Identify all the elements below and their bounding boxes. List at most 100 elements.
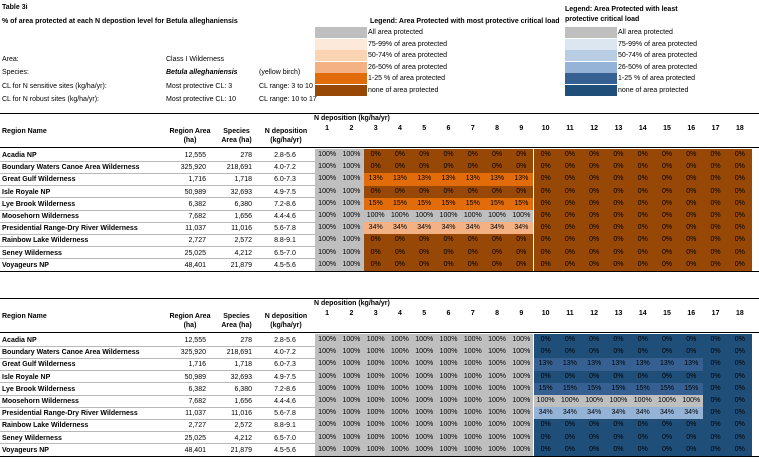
- value-cell: 100%: [387, 407, 413, 420]
- value-cell: 0%: [679, 222, 704, 235]
- value-cell: 0%: [654, 197, 680, 210]
- header-n-level: 13: [614, 310, 623, 317]
- value-cell: 100%: [630, 395, 655, 408]
- value-cell: 100%: [339, 173, 364, 186]
- header-species-area: Species: [223, 128, 250, 135]
- header-region-name: Region Name: [2, 313, 47, 320]
- value-cell: 100%: [484, 370, 510, 383]
- value-cell: 0%: [509, 161, 534, 174]
- value-cell: 0%: [630, 222, 655, 235]
- value-cell: 0%: [509, 149, 534, 162]
- value-cell: 100%: [412, 395, 437, 408]
- ndep-range: 7.2-8.6: [274, 200, 296, 208]
- region-area: 2,727: [188, 237, 206, 245]
- value-cell: 100%: [315, 210, 340, 223]
- header-ndep-unit: (kg/ha/yr): [270, 322, 302, 329]
- region-name: Great Gulf Wilderness: [2, 361, 76, 369]
- value-cell: 0%: [630, 346, 655, 359]
- ndep-range: 2.8-5.6: [274, 337, 296, 344]
- value-cell: 0%: [703, 197, 728, 210]
- value-cell: 0%: [509, 258, 534, 271]
- value-cell: 0%: [679, 370, 704, 383]
- value-cell: 13%: [460, 173, 485, 186]
- value-cell: 0%: [387, 161, 413, 174]
- value-cell: 0%: [533, 234, 558, 247]
- value-cell: 0%: [606, 197, 631, 210]
- value-cell: 100%: [436, 443, 461, 456]
- value-cell: 34%: [412, 222, 437, 235]
- ndep-range: 6.0-7.3: [274, 361, 296, 369]
- value-cell: 0%: [703, 149, 728, 162]
- value-cell: 0%: [606, 443, 631, 456]
- value-cell: 34%: [509, 222, 534, 235]
- table-id: Table 3i: [2, 4, 28, 11]
- row-divider: [0, 185, 315, 187]
- value-cell: 0%: [679, 161, 704, 174]
- header-n-level: 4: [398, 125, 402, 132]
- value-cell: 100%: [460, 370, 485, 383]
- value-cell: 0%: [606, 419, 631, 432]
- value-cell: 0%: [557, 419, 583, 432]
- value-cell: 100%: [484, 407, 510, 420]
- legend-swatch: [565, 73, 617, 84]
- value-cell: 100%: [315, 222, 340, 235]
- value-cell: 100%: [315, 197, 340, 210]
- value-cell: 100%: [436, 419, 461, 432]
- value-cell: 100%: [363, 358, 388, 371]
- header-species-area-unit: Area (ha): [221, 322, 252, 329]
- ndep-range: 6.5-7.0: [274, 249, 296, 257]
- value-cell: 0%: [679, 431, 704, 444]
- value-cell: 100%: [387, 334, 413, 347]
- value-cell: 0%: [460, 258, 485, 271]
- region-name: Isle Royale NP: [2, 188, 51, 196]
- value-cell: 100%: [339, 358, 364, 371]
- value-cell: 0%: [679, 346, 704, 359]
- area-value: Class I Wilderness: [166, 56, 224, 63]
- region-area: 11,037: [185, 410, 206, 418]
- value-cell: 0%: [654, 173, 680, 186]
- value-cell: 100%: [387, 370, 413, 383]
- legend-swatch: [315, 61, 367, 73]
- value-cell: 100%: [509, 334, 534, 347]
- value-cell: 15%: [460, 197, 485, 210]
- value-cell: 0%: [582, 185, 607, 198]
- value-cell: 0%: [630, 210, 655, 223]
- row-divider: [0, 443, 315, 445]
- value-cell: 0%: [606, 431, 631, 444]
- region-area: 1,716: [188, 176, 206, 184]
- value-cell: 100%: [363, 382, 388, 395]
- value-cell: 100%: [460, 443, 485, 456]
- species-area: 218,691: [226, 164, 252, 172]
- legend-item-label: 75-99% of area protected: [368, 40, 447, 48]
- region-name: Voyageurs NP: [2, 261, 49, 269]
- region-name: Great Gulf Wilderness: [2, 176, 76, 184]
- region-name: Seney Wilderness: [2, 434, 62, 442]
- value-cell: 0%: [727, 419, 752, 432]
- value-cell: 0%: [606, 234, 631, 247]
- value-cell: 100%: [606, 395, 631, 408]
- value-cell: 100%: [315, 370, 340, 383]
- value-cell: 0%: [460, 185, 485, 198]
- table-header-rule: [0, 147, 759, 148]
- value-cell: 100%: [339, 395, 364, 408]
- value-cell: 100%: [436, 334, 461, 347]
- value-cell: 0%: [679, 149, 704, 162]
- value-cell: 0%: [727, 222, 752, 235]
- cl-sensitive-value: Most protective CL: 3: [166, 83, 233, 90]
- value-cell: 0%: [582, 246, 607, 259]
- value-cell: 0%: [582, 431, 607, 444]
- value-cell: 100%: [339, 431, 364, 444]
- region-name: Moosehorn Wilderness: [2, 398, 79, 405]
- value-cell: 100%: [412, 419, 437, 432]
- value-cell: 0%: [460, 161, 485, 174]
- value-cell: 0%: [557, 431, 583, 444]
- region-area: 48,401: [184, 446, 206, 454]
- value-cell: 34%: [460, 222, 485, 235]
- legend-item-label: 26-50% of area protected: [368, 63, 447, 71]
- header-n-level: 3: [373, 310, 378, 317]
- value-cell: 100%: [460, 346, 485, 359]
- row-divider: [0, 258, 315, 260]
- value-cell: 100%: [436, 370, 461, 383]
- region-area: 7,682: [188, 398, 206, 405]
- value-cell: 0%: [703, 419, 728, 432]
